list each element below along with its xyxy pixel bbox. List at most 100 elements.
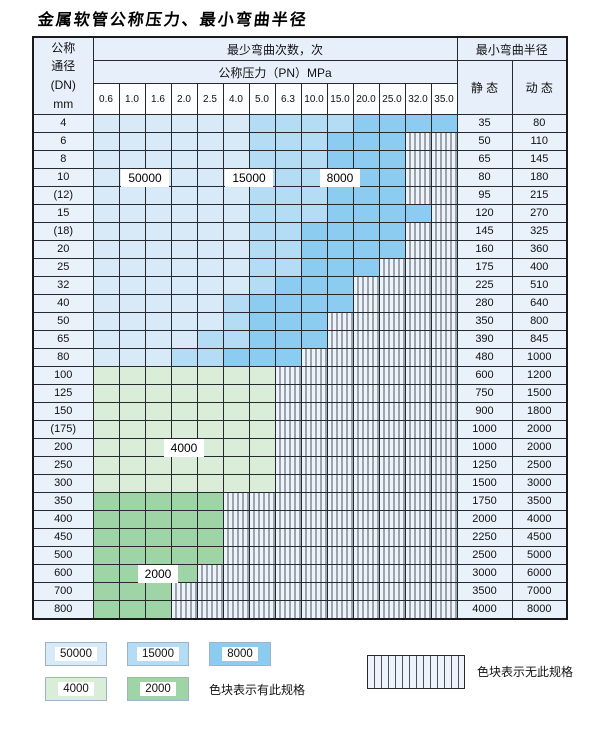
no-spec-cell [404,510,432,529]
static-radius-value: 95 [456,186,513,205]
no-spec-cell [352,438,380,457]
no-spec-cell [404,150,432,169]
dn-cell: (175) [32,420,94,439]
no-spec-cell [430,492,458,511]
spec-cell [144,474,172,493]
no-spec-cell [430,420,458,439]
no-spec-cell [274,438,302,457]
spec-cell [300,222,328,241]
no-spec-cell [222,600,250,620]
dynamic-radius-value: 800 [511,312,568,331]
no-spec-cell [274,510,302,529]
spec-cell [170,456,198,475]
legend-swatch: 8000 [209,642,271,666]
spec-cell [144,186,172,205]
header-pressure-group: 公称压力（PN）MPa [92,60,458,84]
header-pressure-value: 20.0 [352,83,380,115]
no-spec-cell [300,456,328,475]
spec-cell [118,222,146,241]
spec-cell [222,168,250,187]
spec-cell [144,582,172,601]
spec-cell [92,150,120,169]
spec-cell [118,294,146,313]
dn-cell: (18) [32,222,94,241]
no-spec-cell [326,528,354,547]
spec-cell [430,114,458,133]
no-spec-cell [430,312,458,331]
spec-cell [300,114,328,133]
spec-cell [222,438,250,457]
table-row: 150 900 1800 [32,402,568,421]
static-radius-value: 480 [456,348,513,367]
no-spec-cell [404,276,432,295]
spec-cell [170,114,198,133]
spec-cell [92,204,120,223]
spec-cell [118,168,146,187]
spec-cell [274,276,302,295]
spec-cell [248,384,276,403]
no-spec-cell [222,582,250,601]
spec-cell [118,276,146,295]
no-spec-cell [352,402,380,421]
spec-cell [196,402,224,421]
table-row: 4 35 80 [32,114,568,133]
spec-cell [248,438,276,457]
spec-cell [92,456,120,475]
table-row: 15 120 270 [32,204,568,223]
spec-cell [118,258,146,277]
spec-cell [144,168,172,187]
spec-cell [196,510,224,529]
no-spec-cell [378,366,406,385]
spec-cell [326,168,354,187]
no-spec-cell [274,528,302,547]
no-spec-cell [248,510,276,529]
table-row: 350 1750 3500 [32,492,568,511]
no-spec-cell [430,168,458,187]
static-radius-value: 2250 [456,528,513,547]
dynamic-radius-value: 215 [511,186,568,205]
spec-cell [92,186,120,205]
spec-cell [92,168,120,187]
spec-cell [248,456,276,475]
spec-cell [170,312,198,331]
static-radius-value: 160 [456,240,513,259]
static-radius-value: 50 [456,132,513,151]
spec-cell [404,114,432,133]
no-spec-cell [352,420,380,439]
static-radius-value: 3000 [456,564,513,583]
static-radius-value: 1000 [456,438,513,457]
dynamic-radius-value: 145 [511,150,568,169]
no-spec-cell [430,294,458,313]
spec-cell [170,438,198,457]
header-pressure-value: 2.5 [196,83,224,115]
spec-cell [144,510,172,529]
spec-cell [92,528,120,547]
spec-cell [92,294,120,313]
spec-cell [144,204,172,223]
no-spec-cell [404,348,432,367]
spec-cell [170,546,198,565]
spec-cell [248,114,276,133]
spec-cell [326,150,354,169]
static-radius-value: 1750 [456,492,513,511]
no-spec-cell [352,312,380,331]
spec-cell [378,150,406,169]
no-spec-cell [404,474,432,493]
spec-cell [144,240,172,259]
header-dn-line: 公称 [51,40,76,55]
spec-cell [352,240,380,259]
spec-cell [248,168,276,187]
no-spec-cell [378,294,406,313]
spec-cell [274,150,302,169]
no-spec-cell [430,582,458,601]
no-spec-cell [352,546,380,565]
dn-cell: (12) [32,186,94,205]
spec-cell [378,132,406,151]
no-spec-cell [378,456,406,475]
no-spec-cell [430,564,458,583]
spec-cell [196,132,224,151]
no-spec-cell [326,474,354,493]
no-spec-cell [378,384,406,403]
spec-cell [196,528,224,547]
spec-cell [248,402,276,421]
